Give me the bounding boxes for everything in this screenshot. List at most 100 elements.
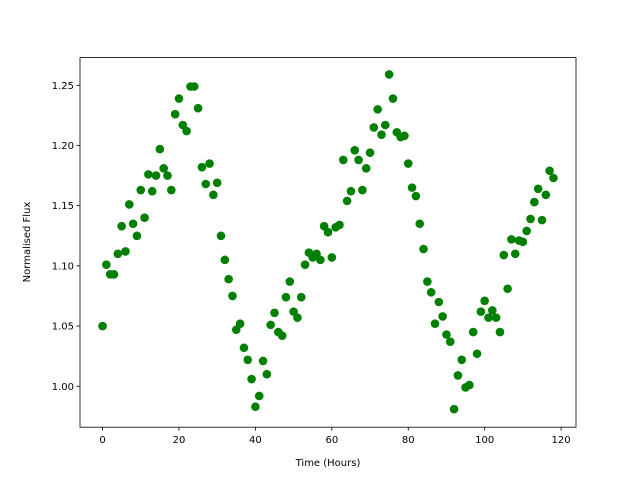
data-point (507, 235, 516, 244)
data-point (484, 313, 493, 322)
data-point (419, 244, 428, 254)
x-tick-label: 0 (99, 435, 105, 446)
data-point (270, 308, 279, 318)
data-point (109, 270, 119, 279)
data-point (335, 220, 344, 230)
data-point (350, 146, 360, 155)
x-tick-label: 60 (325, 435, 338, 446)
y-axis-label: Normalised Flux (22, 202, 33, 283)
data-point (468, 327, 478, 337)
data-point (423, 277, 432, 286)
x-tick-label: 120 (552, 435, 571, 446)
data-point (281, 292, 291, 302)
data-point (472, 349, 482, 359)
data-point (159, 164, 168, 173)
data-point (442, 330, 451, 339)
data-point (503, 284, 512, 294)
data-point (266, 320, 275, 330)
data-point (415, 219, 425, 229)
data-point (476, 307, 486, 316)
data-point (243, 355, 253, 365)
data-point (411, 191, 421, 201)
data-point (533, 184, 543, 194)
data-point (365, 148, 375, 158)
data-point (499, 250, 509, 260)
data-point (251, 402, 260, 412)
data-point (403, 159, 413, 168)
data-point (224, 274, 233, 284)
data-point (354, 155, 363, 165)
data-point (247, 374, 256, 384)
data-point (449, 404, 459, 414)
y-tick-label: 1.00 (52, 382, 74, 393)
data-point (285, 277, 295, 286)
y-tick-label: 1.10 (52, 261, 74, 272)
data-point (144, 170, 153, 179)
data-point (465, 380, 474, 390)
data-point (445, 337, 455, 347)
data-point (228, 291, 237, 301)
data-point (377, 130, 386, 139)
data-point (338, 155, 348, 165)
data-point (102, 260, 111, 269)
data-point (530, 197, 539, 207)
data-point (136, 185, 146, 195)
data-point (346, 186, 356, 196)
data-point (147, 186, 157, 196)
data-point (277, 331, 287, 341)
data-point (121, 247, 130, 256)
data-point (430, 319, 440, 328)
data-point (128, 219, 138, 229)
plot-frame (79, 57, 577, 428)
data-point (124, 200, 134, 209)
data-point (316, 255, 325, 265)
data-point (457, 355, 467, 365)
data-point (201, 179, 211, 189)
data-point (342, 196, 352, 206)
data-point (518, 237, 528, 247)
data-point (381, 120, 390, 130)
data-point (98, 321, 107, 331)
data-point (170, 109, 180, 119)
data-point (545, 166, 554, 176)
data-point (323, 227, 333, 237)
data-point (140, 213, 149, 223)
data-point (212, 178, 222, 188)
data-point (151, 171, 161, 180)
data-point (209, 190, 218, 200)
data-point (189, 82, 199, 91)
data-point (541, 190, 551, 200)
data-point (453, 371, 463, 380)
data-point (495, 327, 505, 337)
data-point (549, 173, 558, 183)
data-point (113, 249, 123, 259)
y-tick-label: 1.20 (52, 141, 74, 152)
data-point (434, 297, 444, 307)
data-point (358, 185, 367, 195)
data-point (174, 94, 184, 103)
y-tick-label: 1.05 (52, 322, 74, 333)
data-point (296, 292, 306, 302)
data-point (117, 221, 126, 231)
data-point (361, 164, 371, 173)
data-point (258, 356, 268, 366)
data-point (155, 144, 165, 154)
data-point (300, 260, 310, 269)
data-point (438, 312, 447, 321)
data-point (197, 162, 207, 172)
data-point (426, 288, 436, 297)
data-point (216, 231, 226, 241)
data-point (510, 249, 520, 259)
data-point (254, 391, 264, 401)
data-point (537, 215, 547, 225)
data-point (407, 183, 417, 192)
data-point (205, 159, 214, 168)
y-tick-label: 1.15 (52, 201, 74, 212)
data-point (182, 126, 191, 136)
x-tick-label: 80 (402, 435, 415, 446)
data-point (262, 369, 272, 379)
data-point (522, 226, 532, 236)
data-point (327, 253, 337, 262)
data-point (239, 343, 249, 353)
